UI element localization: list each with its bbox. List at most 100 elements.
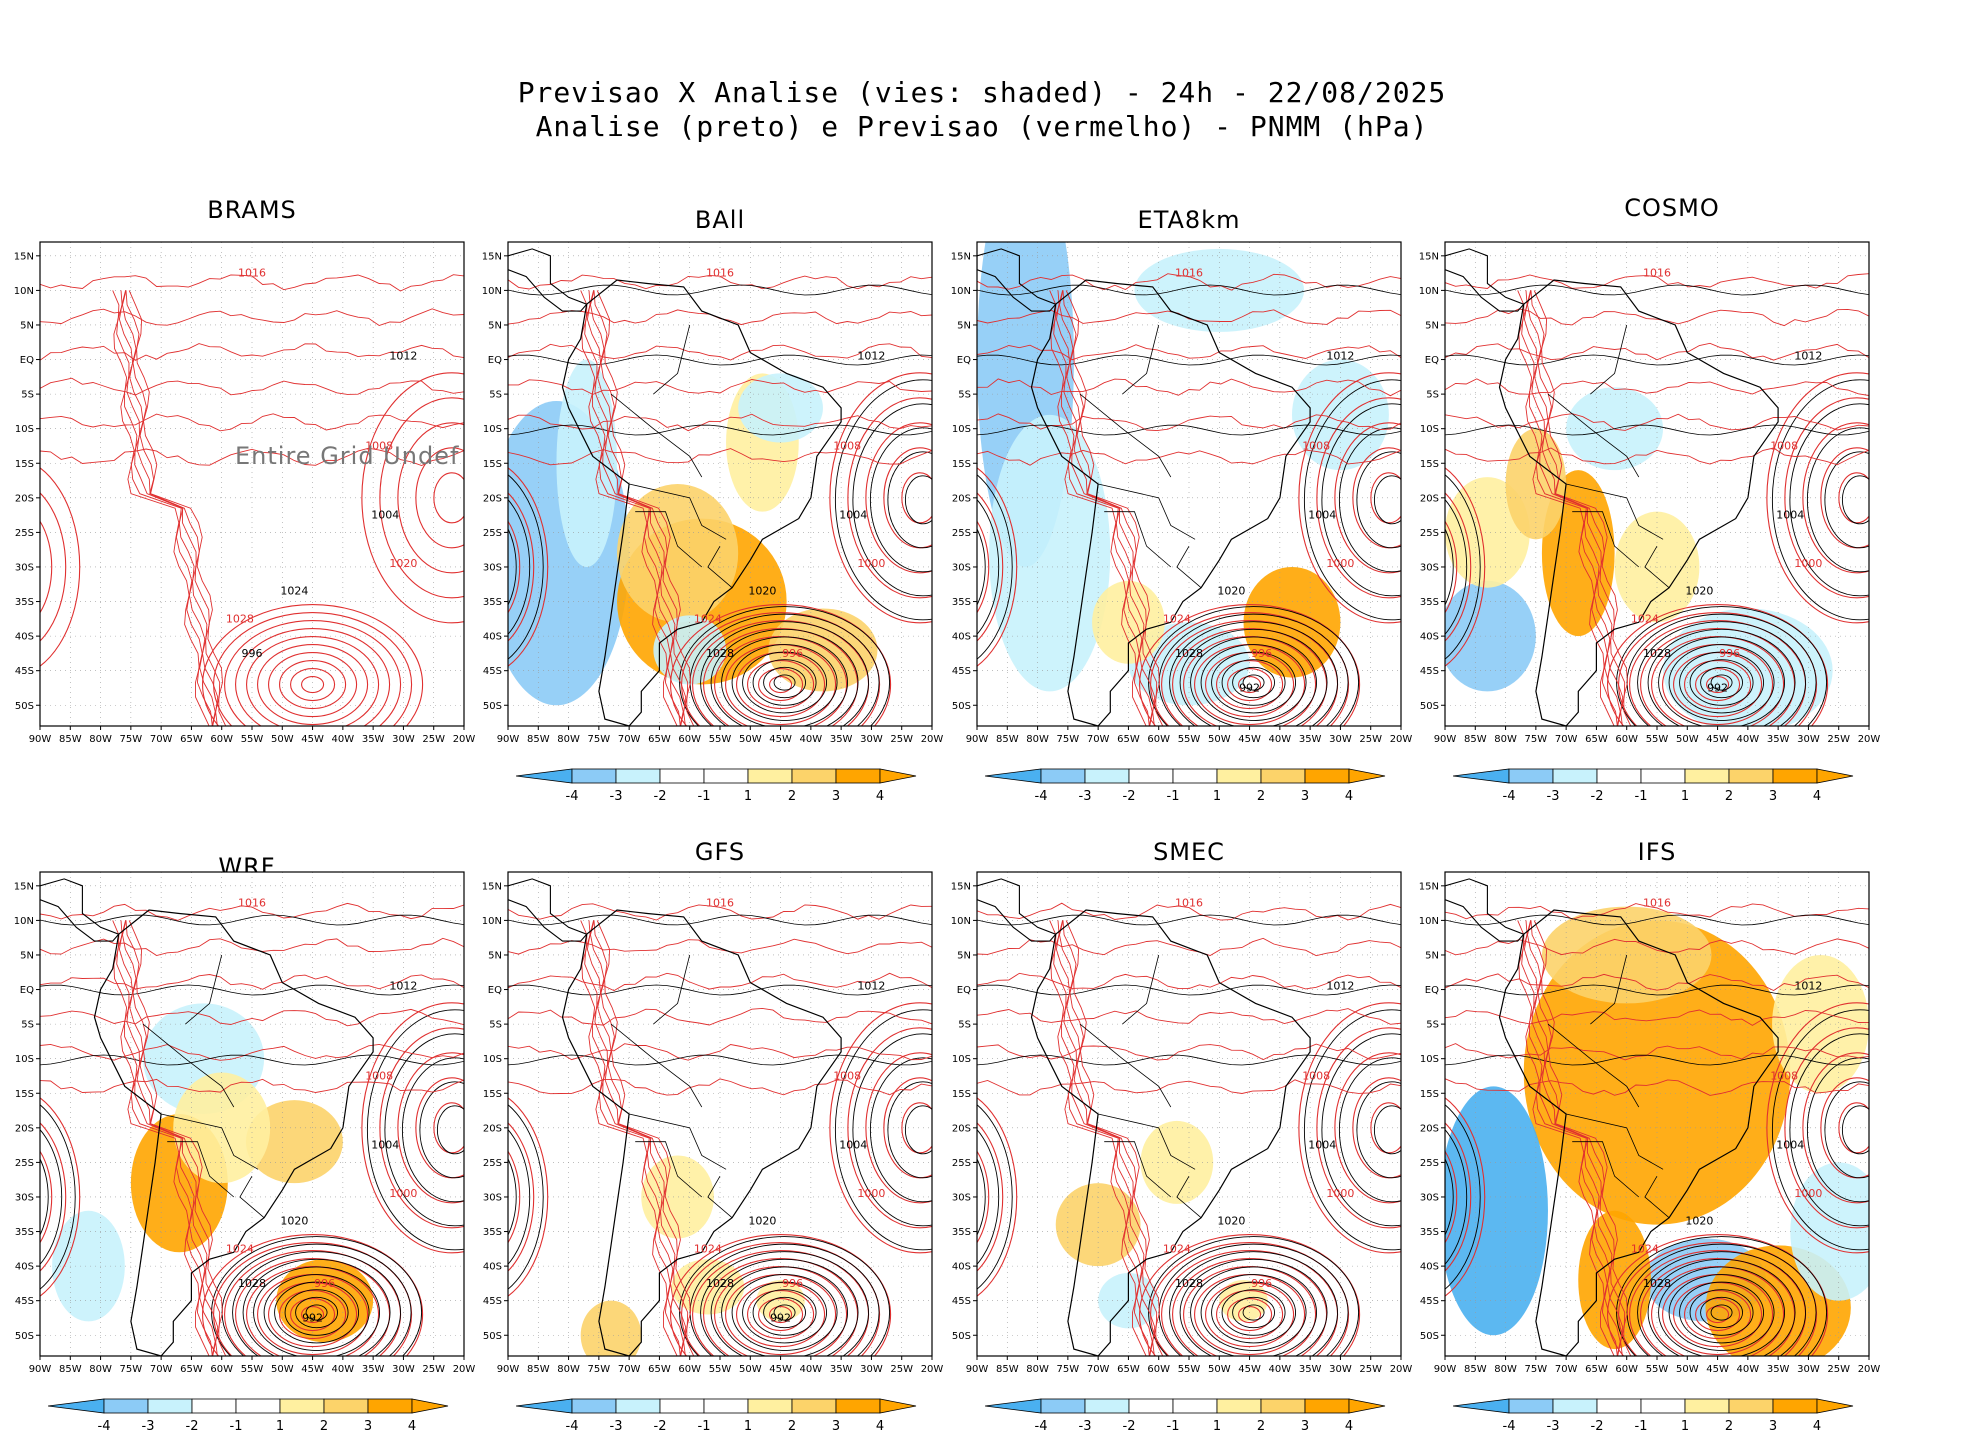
lat-label: 10S [483, 1054, 502, 1065]
country-border [142, 1023, 235, 1108]
lon-label: 45W [769, 734, 792, 745]
lat-label: 5N [1425, 950, 1439, 961]
colorbar-label: 2 [1725, 789, 1733, 804]
colorbar-label: -1 [1635, 789, 1648, 804]
forecast-isobar [508, 1122, 535, 1272]
forecast-isobar [865, 422, 932, 574]
isobar-label: 1004 [1308, 1139, 1336, 1152]
analysis-isobar [773, 674, 796, 691]
lon-label: 55W [1646, 734, 1669, 745]
analysis-isobar [1321, 1033, 1401, 1227]
colorbar: -4 -3 -2 -1 1 2 3 4 [984, 1398, 1405, 1438]
lon-label: 25W [1827, 1364, 1850, 1375]
lon-label: 55W [1178, 734, 1201, 745]
colorbar-segment [1260, 768, 1306, 784]
isobar-label: 1000 [1326, 557, 1354, 570]
colorbar-segment [1172, 1398, 1218, 1414]
isobar-label: 1004 [371, 509, 399, 522]
lon-label: 60W [210, 1364, 233, 1375]
forecast-isobar [1238, 675, 1262, 694]
lat-label: 10N [1419, 286, 1439, 297]
forecast-isobar [508, 1097, 549, 1297]
lon-label: 45W [301, 1364, 324, 1375]
forecast-isobar [1445, 520, 1458, 614]
analysis-isobar [1356, 451, 1401, 549]
lon-label: 70W [1555, 734, 1578, 745]
lon-label: 30W [392, 734, 415, 745]
lat-label: 5N [1425, 320, 1439, 331]
colorbar-segment [1772, 1398, 1818, 1414]
forecast-isobar [1445, 973, 1869, 992]
forecast-isobar [235, 1257, 391, 1356]
forecast-isobar [1706, 1305, 1730, 1324]
analysis-isobar [887, 1081, 932, 1179]
forecast-isobar [1684, 1289, 1752, 1340]
isobar-label: 1004 [371, 1139, 399, 1152]
forecast-isobar [670, 1233, 892, 1356]
analysis-isobar [1148, 1236, 1359, 1356]
lat-label: 15S [15, 1089, 34, 1100]
lon-label: 65W [1117, 734, 1140, 745]
forecast-isobar [40, 1150, 53, 1244]
isobar-label: 996 [1251, 1277, 1272, 1290]
isobar-label: 1016 [1175, 897, 1203, 910]
forecast-isobar [829, 1002, 932, 1254]
lat-label: 45S [15, 1296, 34, 1307]
andes-isobar [125, 290, 221, 726]
isobar-label: 1020 [748, 1215, 776, 1228]
forecast-isobar [1784, 397, 1869, 599]
isobar-label: 1020 [1217, 1215, 1245, 1228]
forecast-isobar [301, 675, 325, 694]
forecast-isobar [40, 467, 81, 667]
isobar-label: 1008 [1770, 439, 1798, 452]
isobar-label: 1016 [1643, 897, 1671, 910]
lon-label: 45W [301, 734, 324, 745]
lat-label: 5S [489, 1020, 502, 1031]
lon-label: 60W [1615, 734, 1638, 745]
country-border [610, 393, 703, 478]
lon-label: 80W [1494, 1364, 1517, 1375]
lat-label: 45S [1420, 666, 1439, 677]
lon-label: 50W [739, 1364, 762, 1375]
forecast-isobar [246, 635, 380, 726]
colorbar-label: -3 [610, 1419, 623, 1434]
analysis-isobar [1200, 1274, 1307, 1351]
lon-label: 25W [890, 1364, 913, 1375]
forecast-isobar [1445, 308, 1869, 327]
analysis-isobar [1321, 403, 1401, 597]
analysis-isobar [977, 474, 1013, 660]
forecast-isobar [268, 651, 358, 718]
isobar-label: 1024 [1163, 612, 1191, 625]
colorbar-svg: -4 -3 -2 -1 1 2 3 4 [515, 768, 917, 804]
forecast-isobar [397, 1052, 464, 1204]
lat-label: 10S [15, 1054, 34, 1065]
country-border [707, 1175, 733, 1219]
country-border [1098, 483, 1196, 540]
analysis-isobar [1616, 1236, 1827, 1356]
analysis-isobar [284, 1289, 349, 1336]
colorbar-arrow-right [411, 1398, 449, 1414]
forecast-isobar [40, 1008, 464, 1027]
analysis-isobar [1647, 1258, 1796, 1356]
colorbar-segment [659, 1398, 705, 1414]
isobar-label: 1012 [1794, 350, 1822, 363]
analysis-isobar [1221, 659, 1286, 706]
lat-label: EQ [957, 355, 971, 366]
analysis-isobar [1445, 984, 1869, 996]
analysis-isobar [1303, 1009, 1401, 1251]
forecast-isobar [703, 627, 859, 726]
colorbar: -4 -3 -2 -1 1 2 3 4 [515, 768, 936, 808]
forecast-isobar [1684, 659, 1752, 710]
forecast-isobar [508, 903, 932, 921]
lon-label: 60W [678, 734, 701, 745]
lon-label: 20W [921, 734, 944, 745]
forecast-isobar [1766, 372, 1869, 624]
analysis-isobar [1445, 1054, 1869, 1066]
analysis-isobar [1179, 628, 1328, 726]
colorbar-label: 3 [1769, 1419, 1777, 1434]
isobar-label: 1016 [238, 267, 266, 280]
analysis-isobar [419, 1081, 464, 1179]
forecast-isobar [977, 902, 1401, 921]
lon-label: 65W [1585, 734, 1608, 745]
forecast-isobar [40, 1122, 67, 1272]
